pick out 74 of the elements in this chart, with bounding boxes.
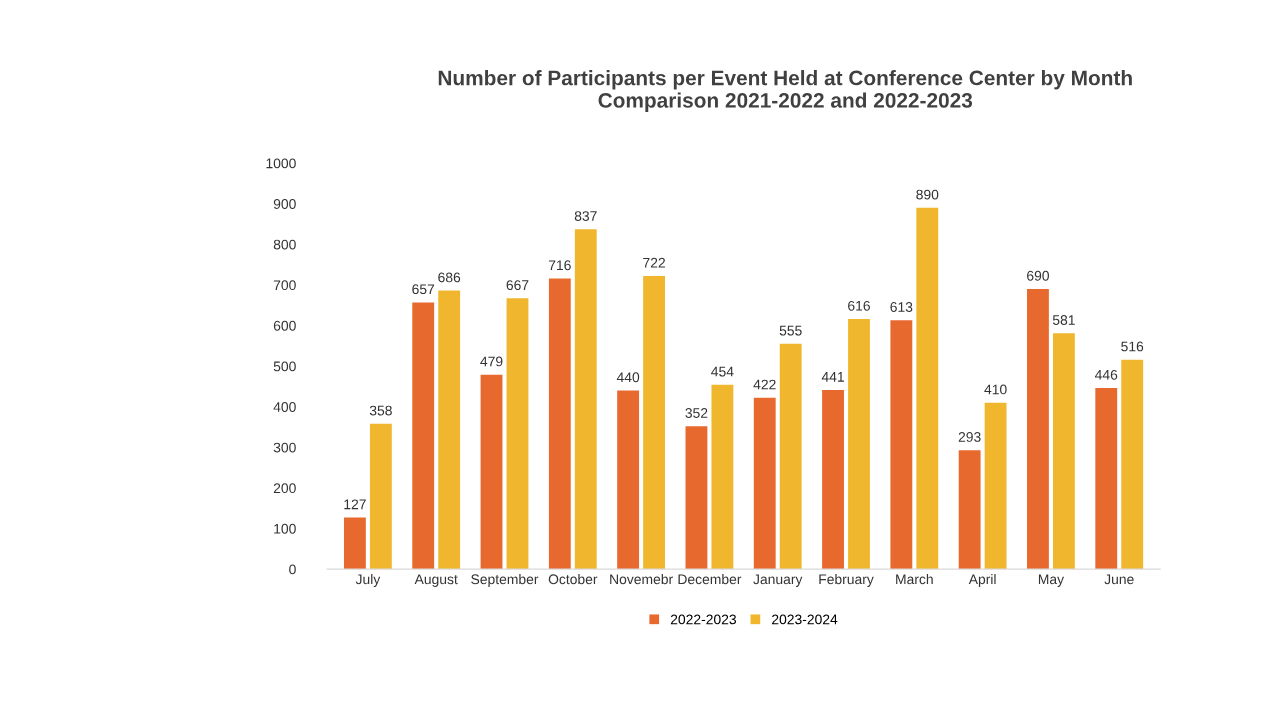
- data-label: 454: [711, 366, 734, 377]
- bar: [548, 278, 571, 570]
- data-label: 358: [369, 405, 392, 416]
- data-label: 441: [821, 372, 844, 382]
- x-tick-label: September: [471, 573, 539, 587]
- x-tick-label: June: [1104, 574, 1134, 585]
- y-tick-label: 300: [273, 442, 296, 453]
- data-label: 890: [916, 189, 939, 200]
- bar: [506, 298, 529, 570]
- y-tick-label: 1000: [266, 158, 296, 169]
- data-label: 440: [616, 372, 640, 383]
- data-label: 722: [643, 257, 665, 268]
- y-tick-label: 0: [289, 564, 296, 575]
- bar: [480, 374, 503, 570]
- x-tick-label: May: [1038, 574, 1065, 587]
- x-tick-label: April: [968, 573, 996, 587]
- bar: [1027, 288, 1049, 570]
- bar: [617, 390, 640, 570]
- bar: [1052, 333, 1075, 570]
- data-label: 690: [1027, 270, 1049, 281]
- data-label: 422: [753, 379, 776, 390]
- bar: [412, 302, 435, 570]
- data-label: 657: [412, 284, 435, 295]
- y-tick-label: 900: [273, 199, 296, 209]
- data-label: 716: [548, 260, 571, 271]
- bar: [438, 290, 461, 570]
- data-label: 293: [958, 432, 981, 442]
- bar: [890, 320, 913, 570]
- x-tick-label: January: [753, 574, 803, 587]
- bar: [1121, 359, 1144, 570]
- data-label: 352: [685, 408, 708, 418]
- x-tick-label: August: [414, 574, 458, 587]
- data-label: 667: [506, 280, 529, 291]
- bar: [753, 397, 776, 570]
- bar: [343, 517, 366, 570]
- data-label: 613: [890, 302, 913, 312]
- bar: [574, 229, 597, 570]
- bar: [916, 207, 939, 570]
- y-tick-label: 100: [274, 523, 296, 534]
- x-tick-label: July: [355, 573, 381, 587]
- y-tick-label: 700: [273, 280, 296, 291]
- chart-title: Number of Participants per Event Held at Conference Center by Month Comparison 2021-2022 and 2022-2023: [438, 70, 1132, 112]
- x-tick-label: October: [548, 573, 598, 585]
- data-label: 555: [779, 325, 802, 336]
- bar: [848, 319, 870, 570]
- x-tick-label: March: [896, 573, 933, 585]
- data-label: 479: [480, 356, 503, 367]
- x-tick-label: Novemebr: [610, 573, 673, 585]
- data-label: 516: [1121, 341, 1144, 352]
- data-label: 127: [344, 499, 366, 510]
- data-label: 686: [438, 272, 461, 283]
- y-tick-label: 500: [273, 361, 296, 372]
- legend-label: 2023-2024: [772, 614, 838, 625]
- data-label: 410: [984, 384, 1007, 395]
- bar: [685, 426, 708, 570]
- y-tick-label: 600: [273, 320, 296, 331]
- x-tick-label: December: [678, 573, 742, 585]
- data-label: 581: [1052, 315, 1075, 325]
- bar: [984, 402, 1007, 570]
- y-tick-label: 800: [273, 239, 296, 250]
- data-label: 837: [574, 211, 597, 221]
- bar: [711, 384, 734, 570]
- bar: [958, 450, 981, 570]
- bar: [369, 423, 392, 570]
- data-label: 446: [1094, 369, 1118, 380]
- bar: [822, 390, 844, 570]
- bar: [1095, 388, 1118, 570]
- x-tick-label: February: [819, 573, 874, 587]
- legend-label: 2022-2023: [670, 614, 737, 625]
- data-label: 616: [848, 300, 870, 311]
- y-tick-label: 400: [273, 402, 296, 412]
- bar: [643, 275, 666, 570]
- y-tick-label: 200: [273, 483, 296, 494]
- bar: [779, 343, 802, 570]
